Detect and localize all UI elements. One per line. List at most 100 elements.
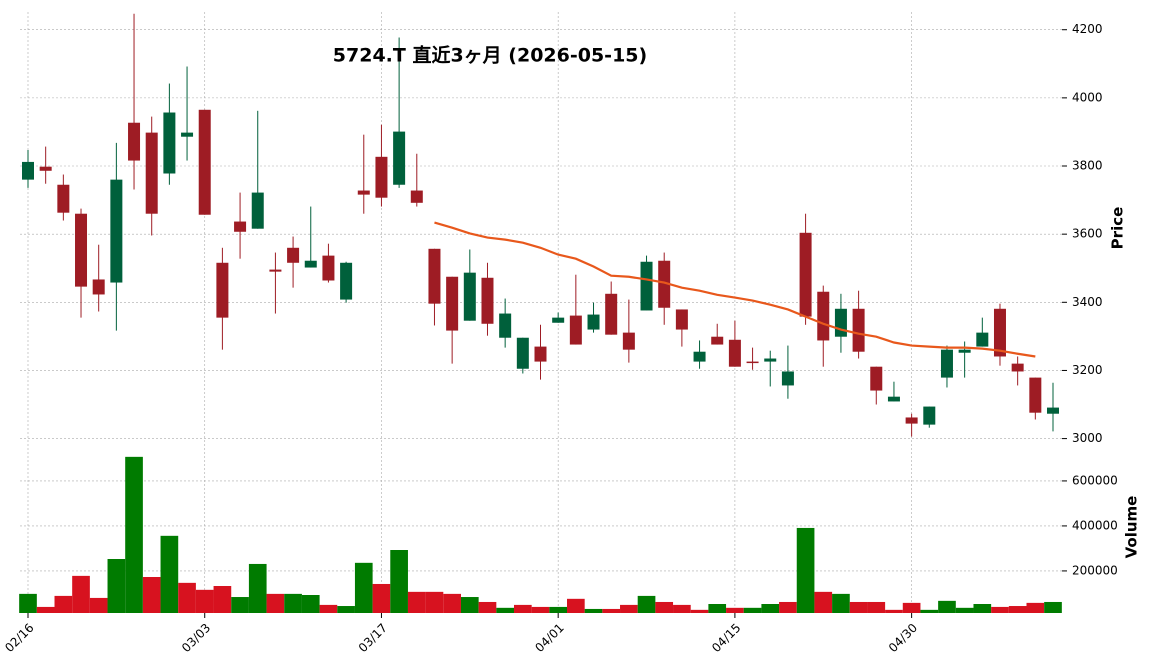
volume-bar — [19, 593, 37, 613]
volume-bar — [284, 593, 302, 613]
candle-body — [234, 221, 247, 232]
candle-body — [57, 184, 70, 213]
volume-bar — [231, 597, 249, 613]
candle-body — [216, 262, 229, 318]
volume-bar — [1044, 601, 1062, 613]
volume-bar — [54, 595, 73, 613]
candle-body — [569, 315, 582, 345]
volume-bar — [902, 602, 921, 613]
volume-bar — [867, 601, 886, 613]
volume-bar — [779, 601, 797, 613]
volume-bar — [36, 606, 55, 613]
candle-body — [905, 417, 918, 424]
candle-body — [198, 109, 211, 215]
y-tick-label: 600000 — [1072, 473, 1118, 487]
candle-body — [675, 309, 688, 330]
volume-bar — [354, 562, 373, 613]
y-axis-label: Volume — [1123, 496, 1141, 559]
volume-bar — [142, 577, 161, 613]
volume-bar — [814, 591, 833, 613]
volume-bar — [319, 604, 338, 613]
candle-body — [181, 132, 194, 137]
candle-body — [304, 260, 317, 268]
volume-bar — [372, 583, 391, 613]
volume-bar — [460, 597, 479, 613]
candle-body — [870, 366, 883, 391]
candle-body — [516, 337, 529, 369]
candle-body — [728, 339, 741, 367]
candle-body — [534, 346, 547, 362]
volume-bar — [849, 601, 868, 613]
candle-body — [428, 248, 441, 304]
candle-body — [1047, 407, 1059, 414]
volume-bar — [213, 586, 232, 613]
y-axis-label: Price — [1109, 207, 1127, 250]
volume-bar — [407, 591, 426, 613]
volume-bar — [89, 597, 108, 613]
volume-bar — [248, 563, 267, 613]
volume-bar — [673, 604, 691, 613]
candle-body — [128, 122, 141, 161]
volume-bar — [72, 575, 90, 613]
candle-body — [605, 293, 618, 335]
candle-body — [587, 314, 600, 330]
volume-bar — [620, 604, 638, 613]
candle-body — [817, 291, 830, 341]
candle-body — [658, 260, 671, 308]
candle-body — [693, 351, 706, 362]
volume-bar — [1008, 606, 1027, 613]
y-tick-label: 200000 — [1072, 563, 1118, 577]
candle-body — [1029, 377, 1042, 413]
volume-bar — [1026, 602, 1045, 613]
y-tick-label: 3000 — [1072, 431, 1103, 445]
volume-bar — [743, 607, 762, 613]
volume-bar — [107, 559, 126, 613]
candle-body — [322, 255, 335, 281]
volume-bar — [531, 606, 550, 613]
candle-body — [923, 406, 936, 425]
candle-body — [499, 313, 512, 338]
candle-body — [410, 190, 423, 203]
candle-body — [640, 261, 653, 311]
x-tick-label: 02/16 — [2, 621, 36, 655]
volume-bar — [761, 604, 780, 613]
x-tick-label: 03/17 — [356, 621, 390, 655]
y-tick-label: 4000 — [1072, 90, 1103, 104]
candle-body — [711, 336, 724, 345]
volume-bar — [973, 604, 992, 613]
volume-bar — [301, 595, 320, 613]
candle-body — [39, 166, 52, 171]
candle-body — [251, 192, 264, 229]
y-tick-label: 400000 — [1072, 518, 1118, 532]
candle-body — [110, 179, 123, 283]
y-tick-label: 3600 — [1072, 227, 1103, 241]
x-tick-label: 04/30 — [886, 621, 920, 655]
candle-body — [375, 156, 388, 198]
volume-bar — [584, 608, 603, 613]
volume-bar — [160, 535, 179, 613]
volume-bar — [885, 609, 903, 613]
volume-bar — [425, 591, 444, 613]
candle-body — [958, 349, 971, 353]
volume-bar — [955, 607, 974, 613]
x-tick-label: 04/01 — [532, 621, 566, 655]
y-tick-label: 3200 — [1072, 363, 1103, 377]
moving-average-line — [434, 221, 1036, 358]
candle-body — [357, 190, 370, 195]
candle-body — [393, 131, 406, 185]
volume-bar — [708, 604, 727, 613]
y-tick-label: 3800 — [1072, 159, 1103, 173]
volume-bar — [178, 582, 196, 613]
volume-bar — [337, 606, 355, 613]
chart-title: 5724.T 直近3ヶ月 (2026-05-15) — [333, 44, 647, 67]
x-tick-label: 04/15 — [709, 621, 743, 655]
volume-bar — [991, 606, 1009, 613]
candle-body — [764, 358, 777, 362]
candle-body — [834, 308, 847, 337]
volume-bar — [496, 607, 514, 613]
candle-body — [552, 317, 565, 323]
candle-body — [781, 371, 794, 386]
volume-bar — [602, 608, 621, 613]
y-tick-label: 3400 — [1072, 295, 1103, 309]
